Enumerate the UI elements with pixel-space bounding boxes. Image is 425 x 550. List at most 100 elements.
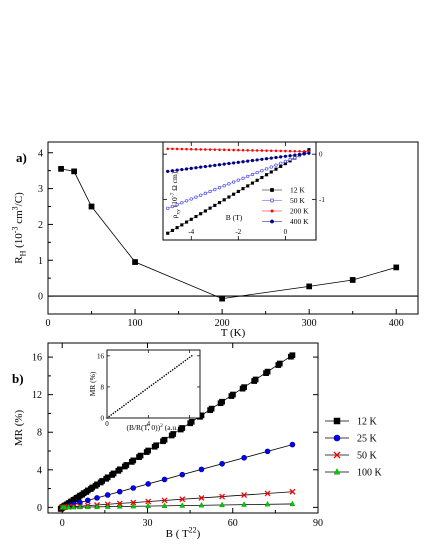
x-axis-title-a: T (K) [221,327,246,339]
mr-data-point [145,502,152,509]
inset-data-point [264,157,269,161]
mr-data-point [94,495,100,501]
inset-data-point [260,149,264,152]
inset-data-point [250,158,255,163]
mr-data-point [62,504,68,510]
inset-data-point [208,148,212,151]
inset-data-point [274,149,278,153]
inset-data-point [274,167,278,171]
inset-data-point [166,231,170,235]
mr-data-point [77,503,83,510]
mr-data-point [207,407,213,413]
inset-data-point [186,358,189,360]
inset-data-point [255,158,259,162]
mr-fit-line [62,491,293,508]
mr-data-point [161,502,168,508]
mr-data-point [130,499,137,506]
hall-series-line [61,168,397,300]
inset-data-point [184,359,187,362]
inset-data-point [284,149,287,153]
inset-data-point [213,187,217,192]
inset-data-point [260,157,264,161]
hall-data-point [219,295,225,302]
inset-data-point [298,150,301,153]
inset-data-point [241,148,245,152]
inset-data-point [169,370,172,373]
inset-data-point [189,217,193,221]
panel-label-a: a) [16,150,27,165]
inset-data-point [222,162,226,166]
inset-legend-marker [270,188,274,192]
legend-label: 12 K [357,417,378,428]
mr-data-point [161,497,168,504]
inset-data-point [283,159,288,163]
inset-data-point [199,212,203,216]
inset-y-axis-title-b: MR (%) [88,371,97,396]
inset-data-point [163,375,165,377]
y-tick-label: 2 [38,220,43,231]
legend-label: 25 K [357,434,378,445]
inset-data-point [227,148,231,152]
inset-y-tick-label: 16 [97,352,105,360]
inset-data-point [208,164,212,168]
hall-data-point [58,166,64,172]
y-axis-title-b: MR (%) [13,409,25,446]
inset-data-point [108,415,110,418]
mr-data-point [198,466,205,473]
y-tick-label: 16 [32,353,42,364]
inset-data-point [236,160,240,164]
inset-data-point [279,155,283,159]
y-tick-label: 12 [32,390,42,401]
inset-data-point [241,187,245,191]
inset-data-point [176,365,178,368]
inset-data-point [140,392,142,394]
mr-data-point [264,448,271,455]
mr-data-point [121,463,128,470]
mr-data-point [130,503,137,509]
y-tick-label: 4 [37,465,42,476]
inset-y-axis-title-a: ρxy (10-7 Ω cm) [170,171,181,218]
inset-x-axis-title-b: (B/R(T, 0))2 (a.u.) [126,423,181,432]
mr-data-point [187,420,194,427]
inset-x-tick-label: -2 [235,228,241,236]
hall-data-point [71,168,77,175]
mr-data-point [179,502,186,508]
inset-data-point [125,403,127,405]
mr-data-point [241,501,247,507]
hall-data-point [349,277,356,283]
inset-data-point [217,201,222,205]
mr-data-point [104,503,111,509]
inset-legend-marker [270,219,274,224]
inset-data-point [199,193,203,197]
y-axis-title-a: RH (10-3 cm3/C) [11,192,28,264]
inset-data-point [180,147,184,151]
inset-data-point [279,164,283,168]
x-tick-label: 200 [215,318,230,329]
mr-data-point [219,460,225,467]
inset-data-point [182,361,185,363]
inset-data-point [188,356,191,359]
y-tick-label: 8 [37,428,42,439]
hall-data-point [393,264,400,271]
mr-data-point [177,426,184,433]
inset-data-point [269,156,273,160]
mr-data-point [264,501,271,507]
inset-data-point [255,170,259,175]
legend-marker [333,434,341,442]
inset-data-point [283,154,288,158]
inset-data-point [246,149,250,152]
inset-data-point [144,389,146,391]
inset-data-point [302,150,306,153]
mr-data-point [198,501,205,508]
inset-data-point [250,172,255,177]
mr-data-point [145,498,152,505]
x-tick-label: 300 [302,318,317,329]
inset-data-point [279,149,282,153]
mr-data-point [151,443,158,450]
inset-data-point [293,153,297,157]
mr-data-point [198,494,205,501]
inset-data-point [227,195,231,199]
inset-data-point [241,160,245,164]
inset-data-point [175,168,179,172]
inset-data-point [142,390,144,393]
